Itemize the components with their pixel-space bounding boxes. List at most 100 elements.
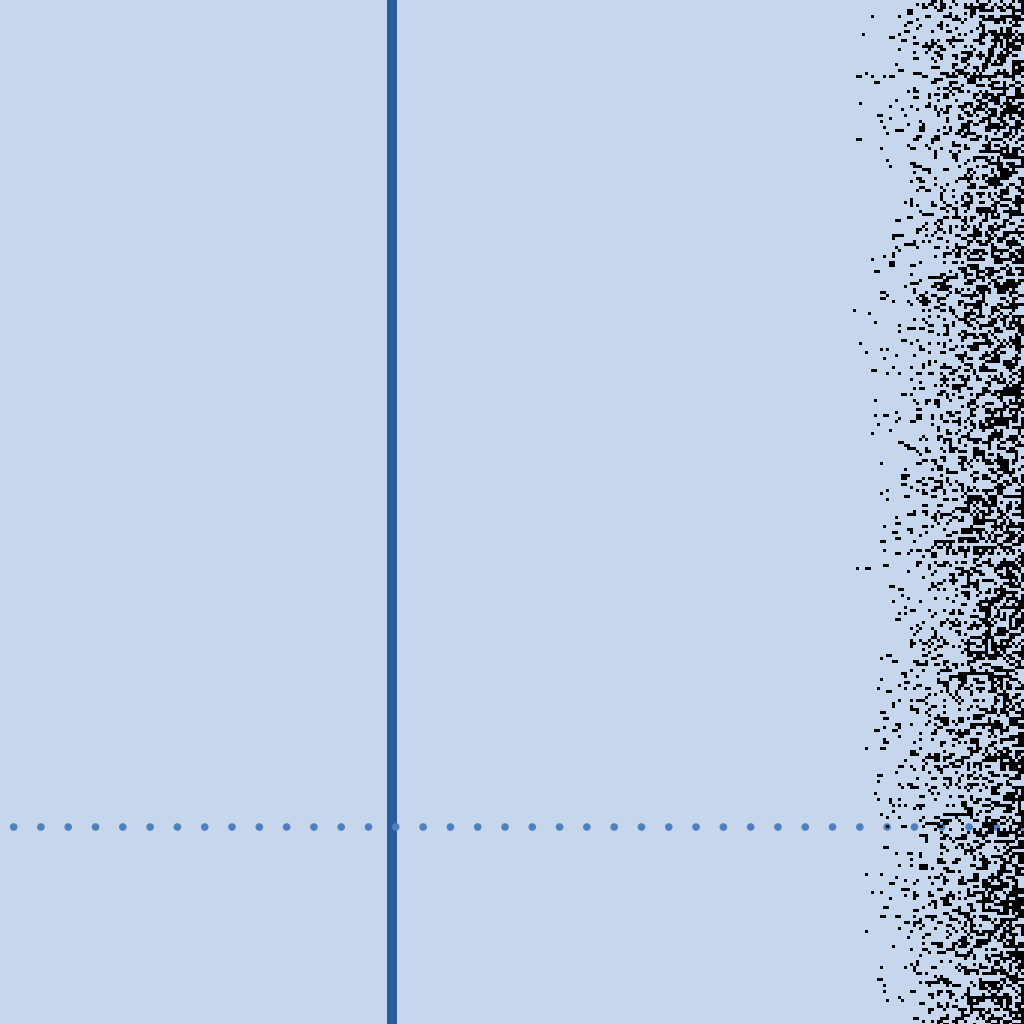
noise-pixel: [925, 933, 931, 936]
noise-pixel: [1018, 771, 1021, 774]
noise-pixel: [961, 51, 967, 54]
noise-pixel: [976, 546, 982, 549]
noise-pixel: [967, 531, 973, 534]
noise-pixel: [973, 567, 976, 570]
noise-pixel: [961, 675, 967, 678]
noise-pixel: [991, 774, 994, 777]
noise-pixel: [1006, 174, 1009, 177]
noise-pixel: [1006, 939, 1009, 942]
noise-pixel: [1006, 804, 1012, 807]
noise-pixel: [1021, 60, 1024, 63]
noise-pixel: [967, 990, 970, 993]
noise-pixel: [946, 804, 949, 807]
noise-pixel: [913, 969, 916, 972]
noise-pixel: [892, 252, 895, 255]
noise-pixel: [985, 63, 988, 66]
noise-pixel: [1000, 642, 1003, 645]
noise-pixel: [994, 696, 997, 699]
noise-pixel: [940, 57, 943, 60]
noise-pixel: [997, 834, 1000, 837]
noise-pixel: [970, 741, 976, 744]
noise-pixel: [973, 672, 979, 675]
noise-pixel: [1018, 483, 1021, 486]
noise-pixel: [1018, 87, 1021, 90]
noise-pixel: [982, 633, 988, 636]
noise-pixel: [1012, 705, 1015, 708]
noise-pixel: [991, 162, 997, 165]
noise-pixel: [994, 282, 997, 285]
noise-pixel: [973, 957, 976, 960]
noise-pixel: [919, 279, 922, 282]
noise-pixel: [958, 567, 964, 570]
noise-pixel: [877, 114, 883, 117]
noise-pixel: [979, 657, 985, 660]
noise-pixel: [991, 984, 994, 987]
noise-pixel: [1003, 417, 1006, 420]
noise-pixel: [958, 507, 961, 510]
noise-pixel: [910, 963, 913, 966]
noise-pixel: [982, 972, 985, 975]
noise-pixel: [937, 405, 940, 408]
noise-pixel: [1009, 933, 1012, 936]
noise-pixel: [982, 864, 988, 867]
noise-pixel: [970, 423, 976, 426]
noise-pixel: [988, 150, 991, 153]
noise-pixel: [883, 906, 889, 909]
noise-pixel: [1006, 300, 1009, 303]
noise-pixel: [943, 489, 946, 492]
noise-pixel: [925, 105, 928, 108]
noise-pixel: [1018, 105, 1021, 108]
noise-pixel: [967, 126, 970, 129]
noise-pixel: [916, 108, 919, 111]
noise-pixel: [970, 309, 973, 312]
noise-pixel: [1012, 315, 1015, 318]
noise-pixel: [982, 186, 985, 189]
noise-pixel: [1018, 207, 1021, 210]
noise-pixel: [988, 183, 991, 186]
noise-pixel: [997, 879, 1003, 882]
noise-pixel: [991, 930, 997, 933]
noise-pixel: [925, 981, 928, 984]
noise-pixel: [1012, 300, 1015, 303]
noise-pixel: [994, 435, 997, 438]
noise-pixel: [1009, 408, 1015, 411]
noise-pixel: [913, 882, 916, 885]
noise-pixel: [988, 15, 991, 18]
noise-pixel: [1003, 747, 1006, 750]
noise-pixel: [994, 471, 997, 474]
noise-pixel: [973, 717, 976, 720]
noise-pixel: [994, 39, 997, 42]
noise-pixel: [949, 399, 952, 402]
noise-pixel: [1018, 318, 1021, 321]
noise-pixel: [997, 1017, 1000, 1020]
noise-pixel: [961, 288, 964, 291]
noise-pixel: [937, 951, 940, 954]
noise-pixel: [1003, 249, 1009, 252]
noise-pixel: [988, 735, 991, 738]
noise-pixel: [1021, 165, 1024, 168]
noise-pixel: [970, 465, 973, 468]
noise-pixel: [973, 327, 976, 330]
noise-pixel: [1009, 870, 1012, 873]
noise-pixel: [973, 78, 976, 81]
noise-pixel: [1006, 630, 1009, 633]
noise-pixel: [997, 162, 1003, 165]
noise-pixel: [1018, 468, 1021, 471]
noise-pixel: [988, 1017, 994, 1020]
noise-pixel: [922, 129, 925, 132]
noise-pixel: [952, 804, 955, 807]
noise-pixel: [946, 87, 949, 90]
noise-pixel: [949, 675, 952, 678]
noise-pixel: [985, 909, 991, 912]
noise-pixel: [1012, 306, 1015, 309]
noise-pixel: [940, 897, 946, 900]
noise-pixel: [961, 225, 964, 228]
noise-pixel: [961, 435, 967, 438]
noise-pixel: [991, 411, 997, 414]
noise-pixel: [997, 888, 1000, 891]
noise-pixel: [961, 396, 964, 399]
noise-pixel: [916, 960, 919, 963]
noise-pixel: [1006, 783, 1012, 786]
noise-pixel: [1000, 330, 1003, 333]
noise-pixel: [910, 303, 913, 306]
